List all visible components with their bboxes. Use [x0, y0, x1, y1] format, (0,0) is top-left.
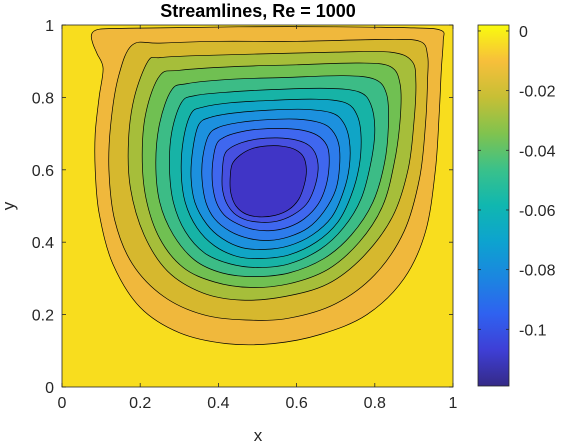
y-axis-label: y — [0, 201, 18, 210]
plot-area — [61, 24, 454, 388]
colorbar-tick-label: -0.1 — [519, 322, 547, 339]
colorbar-tick-label: -0.06 — [519, 203, 556, 220]
x-axis: 0 0.2 0.4 0.6 0.8 1 — [58, 25, 458, 412]
x-tick-label: 0.8 — [364, 395, 386, 412]
colorbar-gradient — [477, 24, 510, 387]
colorbar: 0 -0.02 -0.04 -0.06 -0.08 -0.1 — [477, 24, 556, 387]
y-tick-label: 0.2 — [32, 308, 54, 325]
colorbar-tick-label: 0 — [519, 24, 528, 41]
colorbar-tick-label: -0.04 — [519, 143, 556, 160]
x-axis-label: x — [254, 426, 263, 444]
y-axis: 0 0.2 0.4 0.6 0.8 1 — [32, 18, 453, 397]
x-tick-label: 0.4 — [207, 395, 229, 412]
contour-band-12 — [229, 145, 307, 218]
x-tick-label: 0 — [58, 395, 67, 412]
chart-title: Streamlines, Re = 1000 — [160, 1, 356, 21]
colorbar-tick-label: -0.08 — [519, 263, 556, 280]
contour-layer — [90, 26, 445, 346]
x-tick-label: 0.2 — [129, 395, 151, 412]
y-tick-label: 0.4 — [32, 235, 54, 252]
x-tick-label: 1 — [449, 395, 458, 412]
colorbar-ticks: 0 -0.02 -0.04 -0.06 -0.08 -0.1 — [478, 24, 556, 339]
y-tick-label: 1 — [45, 18, 54, 35]
plot-frame — [61, 24, 454, 388]
x-tick-label: 0.6 — [285, 395, 307, 412]
y-tick-label: 0.6 — [32, 163, 54, 180]
y-tick-label: 0.8 — [32, 90, 54, 107]
colorbar-tick-label: -0.02 — [519, 84, 556, 101]
y-tick-label: 0 — [45, 380, 54, 397]
